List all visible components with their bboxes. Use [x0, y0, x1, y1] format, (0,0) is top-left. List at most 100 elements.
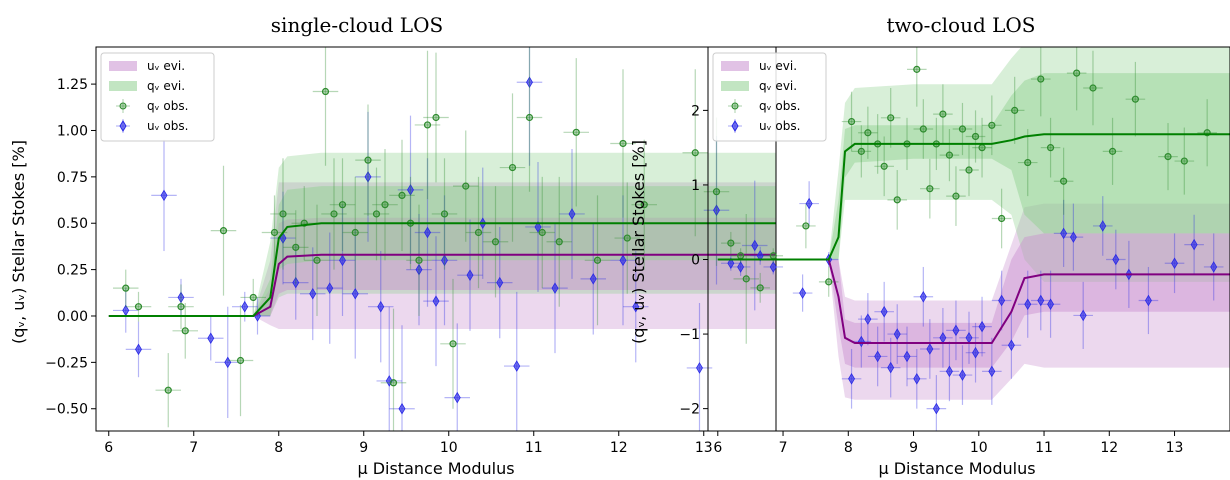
q-evidence-inner-band — [717, 73, 1230, 260]
q-obs-point — [113, 269, 139, 307]
u-obs-point — [342, 228, 368, 359]
plot-area: 6 7 8 9 10 11 12 13−0.50−0.250.000.250.500.751.… — [45, 46, 777, 456]
q-obs-point — [529, 176, 555, 289]
y-tick-label: 0.75 — [57, 170, 88, 186]
q-obs-point — [959, 143, 979, 197]
q-obs-point — [1040, 117, 1061, 178]
y-tick-label: 1.25 — [57, 77, 88, 93]
x-tick-label: 6 — [713, 440, 722, 456]
legend-entry: qᵥ obs. — [728, 99, 800, 113]
legend-entry: qᵥ evi. — [721, 79, 797, 93]
x-tick-label: 8 — [844, 440, 853, 456]
x-tick-label: 6 — [104, 440, 113, 456]
y-tick-label: 0.25 — [57, 263, 88, 279]
q-obs-point — [763, 248, 784, 264]
q-obs-point — [329, 158, 356, 252]
u-obs-point — [858, 293, 878, 346]
y-tick-label: 0 — [691, 253, 700, 269]
u-obs-point — [939, 341, 960, 402]
u-obs-point — [1106, 229, 1126, 290]
legend-swatch — [109, 81, 137, 91]
q-obs-point — [240, 278, 266, 316]
x-tick-label: 13 — [1166, 440, 1184, 456]
y-axis-label: (qᵥ, uᵥ) Stellar Stokes [%] — [9, 140, 28, 344]
x-axis-label: μ Distance Modulus — [357, 459, 514, 478]
y-tick-label: 2 — [691, 103, 700, 119]
q-obs-point — [1102, 117, 1123, 185]
x-tick-label: 13 — [695, 440, 713, 456]
q-obs-point — [721, 231, 741, 255]
u-obs-point — [792, 274, 813, 312]
q-obs-point — [499, 93, 526, 242]
u-obs-point — [487, 226, 513, 339]
q-obs-point — [389, 139, 415, 252]
q-obs-point — [431, 158, 458, 270]
u-evidence-inner-band — [717, 233, 1230, 368]
q-obs-point — [982, 95, 1002, 156]
legend-label: uᵥ obs. — [759, 119, 800, 133]
u-obs-point — [897, 326, 917, 387]
u-obs-point — [198, 315, 224, 361]
y-tick-label: 1 — [691, 178, 700, 194]
legend-marker — [731, 102, 739, 110]
u-median-line — [108, 253, 776, 317]
q-obs-point — [210, 165, 237, 296]
q-obs-point — [414, 50, 441, 200]
u-obs-point — [283, 245, 309, 320]
u-obs-point — [880, 337, 901, 398]
q-obs-point — [907, 47, 927, 107]
x-tick-label: 11 — [1035, 440, 1053, 456]
x-tick-label: 7 — [189, 440, 198, 456]
q-obs-point — [818, 266, 839, 297]
q-obs-point — [913, 99, 934, 159]
q-obs-point — [851, 125, 872, 178]
u-obs-point — [742, 180, 768, 311]
u-obs-point — [1184, 214, 1204, 275]
legend-swatch — [109, 61, 137, 71]
u-obs-point — [559, 149, 585, 279]
legend-label: qᵥ obs. — [147, 99, 188, 113]
u-obs-point — [1053, 199, 1074, 267]
q-obs-point — [1017, 129, 1038, 197]
q-obs-point — [363, 167, 390, 261]
q-obs-point — [1004, 76, 1025, 144]
q-obs-point — [440, 278, 466, 409]
x-tick-label: 12 — [610, 440, 628, 456]
y-tick-label: −1 — [679, 327, 700, 343]
x-axis-label: μ Distance Modulus — [878, 459, 1035, 478]
y-axis-label: (qᵥ, uᵥ) Stellar Stokes [%] — [629, 140, 648, 344]
q-obs-point — [614, 182, 640, 294]
q-obs-point — [261, 195, 288, 270]
u-obs-point — [952, 345, 973, 405]
u-obs-point — [504, 291, 530, 431]
legend-entry: uᵥ obs. — [116, 119, 188, 133]
legend-label: qᵥ obs. — [759, 99, 800, 113]
u-obs-point — [1138, 266, 1159, 335]
u-obs-point — [525, 162, 551, 292]
q-obs-point — [939, 129, 960, 182]
u-obs-point — [300, 247, 326, 341]
u-obs-point — [926, 375, 947, 431]
u-obs-point — [887, 304, 908, 364]
q-obs-point — [380, 308, 407, 431]
u-obs-point — [368, 251, 394, 363]
q-obs-point — [125, 291, 152, 322]
legend-label: uᵥ evi. — [147, 59, 185, 73]
q-obs-point — [991, 188, 1012, 249]
q-obs-point — [312, 47, 339, 166]
q-obs-point — [1053, 147, 1074, 215]
q-obs-point — [355, 104, 381, 216]
q-obs-point — [750, 272, 770, 303]
legend-entry: qᵥ evi. — [109, 79, 185, 93]
x-tick-label: 9 — [359, 440, 368, 456]
u-obs-point — [406, 213, 432, 326]
q-obs-point — [1066, 47, 1087, 111]
u-obs-point — [841, 348, 862, 409]
y-tick-label: −0.25 — [45, 355, 88, 371]
q-obs-point — [610, 69, 636, 218]
x-tick-label: 10 — [970, 440, 988, 456]
q-obs-point — [965, 110, 986, 163]
